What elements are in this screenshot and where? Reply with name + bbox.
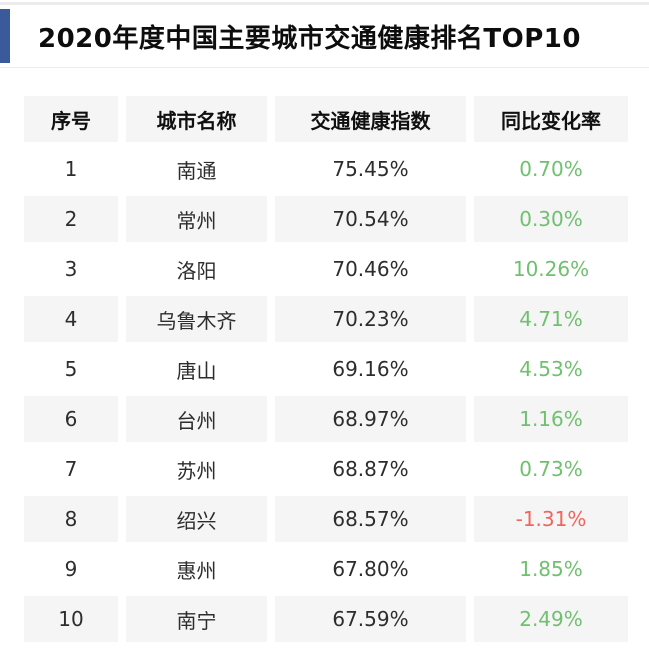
change-cell: 0.73%	[474, 446, 628, 492]
city-cell: 唐山	[126, 346, 267, 392]
rank-cell: 7	[24, 446, 118, 492]
index-cell: 67.80%	[275, 546, 466, 592]
rank-cell: 2	[24, 196, 118, 242]
table-row: 9 惠州 67.80% 1.85%	[24, 546, 628, 592]
city-cell: 南宁	[126, 596, 267, 642]
index-cell: 69.16%	[275, 346, 466, 392]
rank-cell: 10	[24, 596, 118, 642]
index-cell: 67.59%	[275, 596, 466, 642]
table-row: 3 洛阳 70.46% 10.26%	[24, 246, 628, 292]
rank-cell: 3	[24, 246, 118, 292]
index-cell: 70.46%	[275, 246, 466, 292]
rank-cell: 1	[24, 146, 118, 192]
table-row: 10 南宁 67.59% 2.49%	[24, 596, 628, 642]
city-cell: 惠州	[126, 546, 267, 592]
change-cell: 2.49%	[474, 596, 628, 642]
header-change: 同比变化率	[474, 96, 628, 142]
change-cell: 1.16%	[474, 396, 628, 442]
table-row: 7 苏州 68.87% 0.73%	[24, 446, 628, 492]
rank-cell: 9	[24, 546, 118, 592]
table-row: 6 台州 68.97% 1.16%	[24, 396, 628, 442]
change-cell: 0.30%	[474, 196, 628, 242]
index-cell: 68.97%	[275, 396, 466, 442]
city-cell: 南通	[126, 146, 267, 192]
header-rank: 序号	[24, 96, 118, 142]
rank-cell: 8	[24, 496, 118, 542]
index-cell: 68.57%	[275, 496, 466, 542]
city-cell: 乌鲁木齐	[126, 296, 267, 342]
table-row: 8 绍兴 68.57% -1.31%	[24, 496, 628, 542]
index-cell: 75.45%	[275, 146, 466, 192]
index-cell: 70.23%	[275, 296, 466, 342]
city-cell: 常州	[126, 196, 267, 242]
page-title: 2020年度中国主要城市交通健康排名TOP10	[38, 23, 581, 54]
ranking-table: 序号 城市名称 交通健康指数 同比变化率 1 南通 75.45% 0.70% 2…	[24, 96, 628, 642]
title-accent-bar	[0, 9, 10, 63]
city-cell: 苏州	[126, 446, 267, 492]
rank-cell: 4	[24, 296, 118, 342]
change-cell: 10.26%	[474, 246, 628, 292]
rank-cell: 5	[24, 346, 118, 392]
top-divider	[0, 2, 649, 5]
change-cell: 4.53%	[474, 346, 628, 392]
city-cell: 绍兴	[126, 496, 267, 542]
change-cell: 4.71%	[474, 296, 628, 342]
table-row: 4 乌鲁木齐 70.23% 4.71%	[24, 296, 628, 342]
change-cell: 1.85%	[474, 546, 628, 592]
city-cell: 洛阳	[126, 246, 267, 292]
table-row: 5 唐山 69.16% 4.53%	[24, 346, 628, 392]
table-body: 1 南通 75.45% 0.70% 2 常州 70.54% 0.30% 3 洛阳…	[24, 146, 628, 642]
table-row: 2 常州 70.54% 0.30%	[24, 196, 628, 242]
index-cell: 68.87%	[275, 446, 466, 492]
change-cell: 0.70%	[474, 146, 628, 192]
city-cell: 台州	[126, 396, 267, 442]
table-header-row: 序号 城市名称 交通健康指数 同比变化率	[24, 96, 628, 142]
change-cell: -1.31%	[474, 496, 628, 542]
table-row: 1 南通 75.45% 0.70%	[24, 146, 628, 192]
header-city: 城市名称	[126, 96, 267, 142]
index-cell: 70.54%	[275, 196, 466, 242]
header-index: 交通健康指数	[275, 96, 466, 142]
rank-cell: 6	[24, 396, 118, 442]
title-section: 2020年度中国主要城市交通健康排名TOP10	[0, 5, 649, 68]
